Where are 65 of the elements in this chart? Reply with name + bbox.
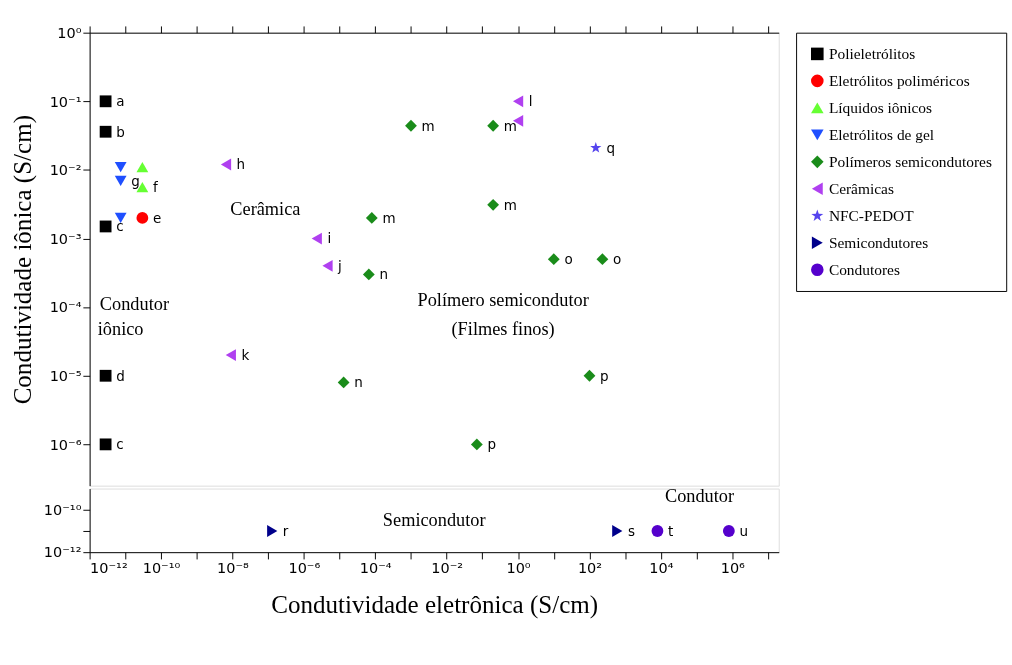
- y-tick-label: 10⁻¹⁰: [43, 502, 82, 519]
- x-tick-label: 10⁴: [649, 559, 674, 576]
- data-label: e: [152, 209, 162, 226]
- data-label: f: [152, 179, 158, 196]
- legend-label: Eletrólitos poliméricos: [828, 71, 970, 89]
- data-label: l: [528, 93, 533, 110]
- x-tick-label: 10⁻⁴: [359, 559, 392, 576]
- data-label: i: [327, 230, 332, 247]
- data-label: s: [627, 522, 635, 539]
- x-tick-label: 10⁶: [720, 559, 746, 576]
- data-label: n: [354, 374, 363, 391]
- legend-label: Cerâmicas: [828, 179, 894, 197]
- legend-label: Condutores: [828, 260, 900, 278]
- y-tick-label: 10⁻³: [49, 230, 82, 247]
- y-tick-label: 10⁻²: [49, 162, 82, 179]
- data-label: r: [282, 522, 289, 539]
- data-label: c: [116, 218, 124, 235]
- y-tick-label: 10⁻¹²: [43, 544, 82, 561]
- data-label: a: [116, 93, 125, 110]
- x-tick-label: 10⁻¹²: [90, 559, 128, 576]
- legend-label: NFC-PEDOT: [828, 206, 915, 224]
- data-label: o: [613, 251, 622, 268]
- y-tick-label: 10⁻⁴: [49, 299, 82, 316]
- legend-label: Líquidos iônicos: [828, 98, 933, 116]
- x-tick-label: 10⁻⁸: [217, 559, 250, 576]
- x-tick-label: 10²: [577, 559, 603, 576]
- data-label: u: [739, 522, 748, 539]
- data-label: m: [503, 117, 517, 134]
- data-label: b: [116, 123, 125, 140]
- data-label: m: [503, 196, 517, 213]
- legend-label: Semicondutores: [828, 233, 929, 251]
- legend-label: Polímeros semicondutores: [828, 152, 992, 170]
- data-label: h: [236, 156, 246, 173]
- annotation: Semicondutor: [382, 510, 486, 531]
- data-label: m: [382, 209, 396, 226]
- data-label: p: [600, 367, 609, 384]
- data-label: m: [421, 117, 435, 134]
- annotation: Condutor: [99, 294, 169, 315]
- x-tick-label: 10⁻¹⁰: [142, 559, 181, 576]
- legend-label: Eletrólitos de gel: [828, 125, 935, 143]
- data-label: p: [487, 436, 497, 453]
- y-tick-label: 10⁻¹: [49, 93, 82, 110]
- data-label: t: [668, 522, 674, 539]
- y-axis-title: Condutividade iônica (S/cm): [9, 114, 38, 405]
- data-label: g: [131, 172, 140, 189]
- annotation: Polímero semicondutor: [417, 289, 589, 310]
- x-tick-label: 10⁻⁶: [288, 559, 321, 576]
- data-label: o: [564, 251, 573, 268]
- x-tick-label: 10⁻²: [431, 559, 464, 576]
- y-tick-label: 10⁻⁵: [49, 368, 82, 385]
- data-label: q: [606, 139, 615, 156]
- annotation: Condutor: [664, 485, 735, 506]
- annotation: iônico: [97, 319, 144, 340]
- x-axis-title: Condutividade eletrônica (S/cm): [271, 591, 599, 620]
- data-label: d: [116, 367, 125, 384]
- annotation: (Filmes finos): [451, 319, 555, 341]
- data-label: c: [116, 436, 124, 453]
- data-label: n: [379, 266, 388, 283]
- y-tick-label: 10⁰: [57, 25, 82, 41]
- data-label: j: [337, 257, 342, 274]
- x-tick-label: 10⁰: [506, 559, 531, 576]
- annotation: Cerâmica: [230, 199, 301, 220]
- data-label: k: [241, 346, 250, 363]
- legend-label: Polieletrólitos: [828, 44, 916, 62]
- y-tick-label: 10⁻⁶: [49, 436, 82, 453]
